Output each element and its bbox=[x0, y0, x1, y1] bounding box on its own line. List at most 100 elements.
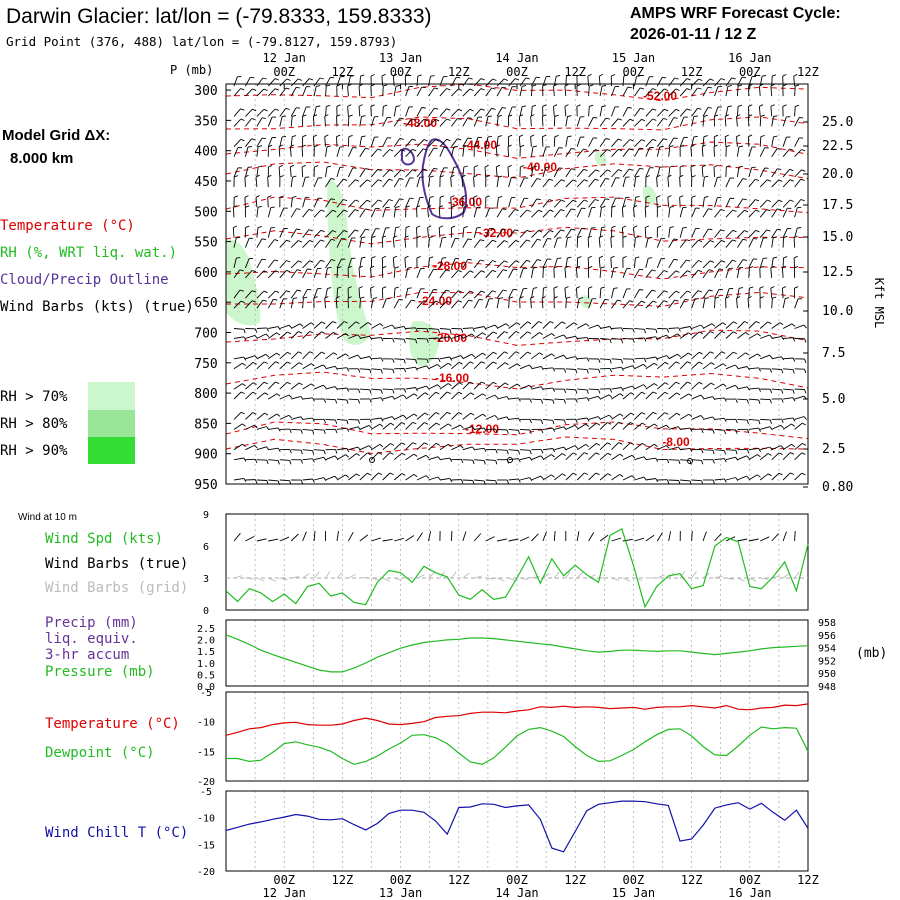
wind-barb bbox=[348, 453, 357, 461]
wind-barb bbox=[519, 331, 528, 339]
surface-grid-barb bbox=[565, 571, 571, 579]
wind-barb-flag bbox=[509, 296, 514, 299]
wind-barb-flag bbox=[770, 83, 775, 87]
wind-barb-flag bbox=[323, 398, 327, 403]
wind-barb-flag bbox=[326, 165, 332, 168]
wind-barb bbox=[611, 358, 622, 361]
wind-barb bbox=[473, 108, 482, 117]
wind-barb bbox=[645, 478, 656, 481]
wind-barb bbox=[405, 288, 409, 299]
wind-barb-flag bbox=[437, 364, 441, 368]
wind-barb-flag bbox=[669, 205, 674, 208]
wind-barb-flag bbox=[770, 265, 775, 269]
wind-barb bbox=[691, 207, 697, 218]
wind-barb bbox=[244, 258, 250, 269]
temperature-panel-frame bbox=[225, 691, 809, 782]
wind-barb-flag bbox=[377, 148, 382, 151]
wind-barb bbox=[393, 149, 402, 158]
wind-barb-flag bbox=[757, 333, 761, 337]
wind-barb-flag bbox=[594, 178, 599, 181]
wind-barb bbox=[622, 197, 627, 208]
surface-grid-barb bbox=[245, 577, 254, 580]
wind-barb-flag bbox=[239, 289, 244, 292]
wind-barb bbox=[657, 424, 667, 430]
wind-barb bbox=[359, 228, 366, 238]
wind-barb-flag bbox=[596, 443, 601, 446]
pressure-tick-label: 350 bbox=[194, 114, 217, 129]
wind-barb bbox=[553, 147, 560, 157]
wind-barb bbox=[313, 106, 317, 117]
wind-barb-flag bbox=[288, 414, 293, 419]
wind-barb bbox=[599, 138, 607, 147]
wind-barb bbox=[325, 268, 328, 278]
wind-barb-flag bbox=[572, 452, 577, 456]
wind-barb bbox=[416, 76, 419, 87]
wind-barb bbox=[782, 148, 790, 157]
wind-barb-flag bbox=[721, 330, 726, 334]
wind-barb bbox=[302, 363, 312, 370]
wind-barb bbox=[439, 138, 448, 148]
wind-barb bbox=[588, 472, 597, 481]
wind-barb bbox=[793, 76, 796, 87]
wind-barb-flag bbox=[296, 289, 302, 292]
wind-barb bbox=[599, 299, 606, 309]
wind-barb-flag bbox=[392, 338, 395, 343]
wind-barb-flag bbox=[266, 327, 269, 332]
wind-barb bbox=[508, 240, 516, 248]
wind-barb bbox=[611, 106, 616, 117]
wind-barb-flag bbox=[790, 472, 795, 475]
wind-barb-flag bbox=[536, 259, 542, 261]
wind-barb bbox=[576, 169, 584, 178]
wind-barb bbox=[748, 146, 753, 157]
wind-barb bbox=[577, 397, 588, 400]
wind-barb bbox=[245, 444, 255, 451]
wind-barb-flag bbox=[285, 107, 290, 110]
wind-barb bbox=[439, 423, 449, 430]
wind-barb bbox=[462, 270, 471, 279]
wind-barb-flag bbox=[540, 475, 544, 480]
wind-barb-flag bbox=[540, 455, 544, 460]
wind-barb bbox=[336, 258, 342, 269]
wind-barb-flag bbox=[453, 146, 458, 148]
wind-barb bbox=[279, 414, 290, 420]
wind-barb-flag bbox=[527, 331, 532, 334]
wind-barb bbox=[679, 197, 681, 208]
wind-barb bbox=[336, 238, 342, 248]
wind-barb bbox=[634, 476, 645, 481]
windchill-label: Wind Chill T (°C) bbox=[45, 825, 188, 841]
wind-barb-flag bbox=[720, 78, 725, 81]
wind-barb-flag bbox=[641, 412, 646, 415]
wind-barb-flag bbox=[712, 459, 715, 464]
wind-barb bbox=[622, 268, 628, 279]
temperature-contour bbox=[225, 161, 809, 180]
wind-barb bbox=[702, 298, 706, 309]
wind-barb-flag bbox=[457, 300, 462, 303]
windchill-panel-frame bbox=[225, 790, 809, 872]
wind-barb bbox=[691, 270, 699, 279]
temperature-tick: -15 bbox=[197, 747, 215, 758]
time-tick-label-bottom: 00Z bbox=[623, 873, 645, 887]
wind-barb bbox=[599, 288, 602, 299]
rh-80-swatch bbox=[88, 410, 135, 437]
wind-barb bbox=[325, 230, 333, 238]
wind-barb-flag bbox=[713, 144, 718, 148]
wind-barb-flag bbox=[404, 255, 409, 259]
wind-barb-flag bbox=[389, 472, 394, 476]
wind-barb bbox=[485, 87, 492, 97]
wind-barb-flag bbox=[542, 104, 547, 107]
wind-barb bbox=[371, 357, 382, 360]
wind-barb bbox=[599, 267, 602, 278]
wind-barb-flag bbox=[263, 361, 268, 364]
wind-barb bbox=[600, 326, 610, 329]
wind-barb-flag bbox=[457, 290, 462, 293]
wind-barb bbox=[416, 118, 425, 127]
wind-barb bbox=[737, 209, 745, 218]
wind-barb bbox=[713, 166, 715, 178]
wind-barb bbox=[359, 76, 361, 87]
wind-barb-flag bbox=[536, 178, 541, 180]
wind-barb bbox=[679, 259, 687, 269]
wind-barb bbox=[725, 456, 736, 461]
wind-barb bbox=[290, 289, 298, 299]
wind-barb-flag bbox=[589, 84, 594, 87]
wind-barb bbox=[382, 395, 393, 400]
